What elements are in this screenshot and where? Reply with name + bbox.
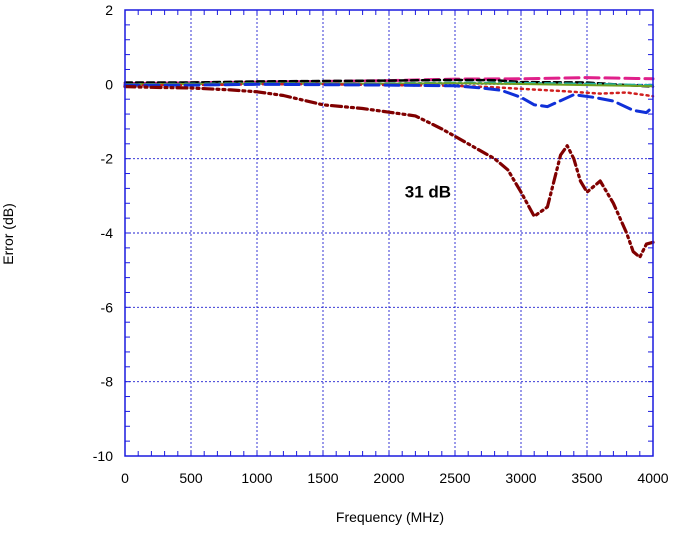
annotation-label: 31 dB bbox=[405, 183, 451, 202]
x-tick-label: 2500 bbox=[439, 470, 470, 486]
x-tick-label: 0 bbox=[121, 470, 129, 486]
x-tick-label: 3500 bbox=[571, 470, 602, 486]
x-tick-label: 3000 bbox=[505, 470, 536, 486]
y-tick-label: -6 bbox=[101, 299, 114, 315]
y-tick-label: -10 bbox=[93, 448, 113, 464]
y-tick-labels: -10 -8 -6 -4 -2 0 2 bbox=[93, 2, 113, 464]
plot-frame bbox=[124, 9, 654, 457]
series-line-7 bbox=[123, 85, 655, 259]
y-tick-label: -8 bbox=[101, 374, 114, 390]
annotations: 31 dB bbox=[405, 183, 451, 202]
x-tick-label: 4000 bbox=[637, 470, 668, 486]
x-tick-label: 1000 bbox=[241, 470, 272, 486]
y-tick-label: -4 bbox=[101, 225, 114, 241]
grid-lines bbox=[125, 10, 653, 456]
series-lines bbox=[123, 76, 655, 259]
x-tick-label: 500 bbox=[179, 470, 203, 486]
series-line-6 bbox=[123, 82, 655, 115]
x-tick-label: 1500 bbox=[307, 470, 338, 486]
y-axis-label: Error (dB) bbox=[0, 203, 16, 264]
x-tick-labels: 0 500 1000 1500 2000 2500 3000 3500 4000 bbox=[121, 470, 669, 486]
y-tick-label: 2 bbox=[105, 2, 113, 18]
y-tick-label: 0 bbox=[105, 76, 113, 92]
x-tick-label: 2000 bbox=[373, 470, 404, 486]
x-axis-label: Frequency (MHz) bbox=[336, 509, 444, 525]
y-tick-label: -2 bbox=[101, 151, 114, 167]
